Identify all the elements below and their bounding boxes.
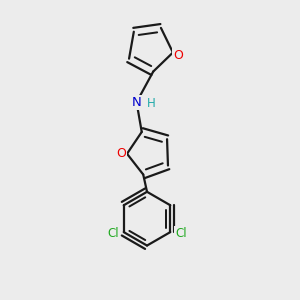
Text: Cl: Cl	[107, 227, 119, 240]
Text: H: H	[146, 97, 155, 110]
Text: Cl: Cl	[175, 227, 187, 240]
Text: O: O	[173, 49, 183, 62]
Text: O: O	[116, 147, 126, 160]
Text: N: N	[132, 96, 141, 109]
